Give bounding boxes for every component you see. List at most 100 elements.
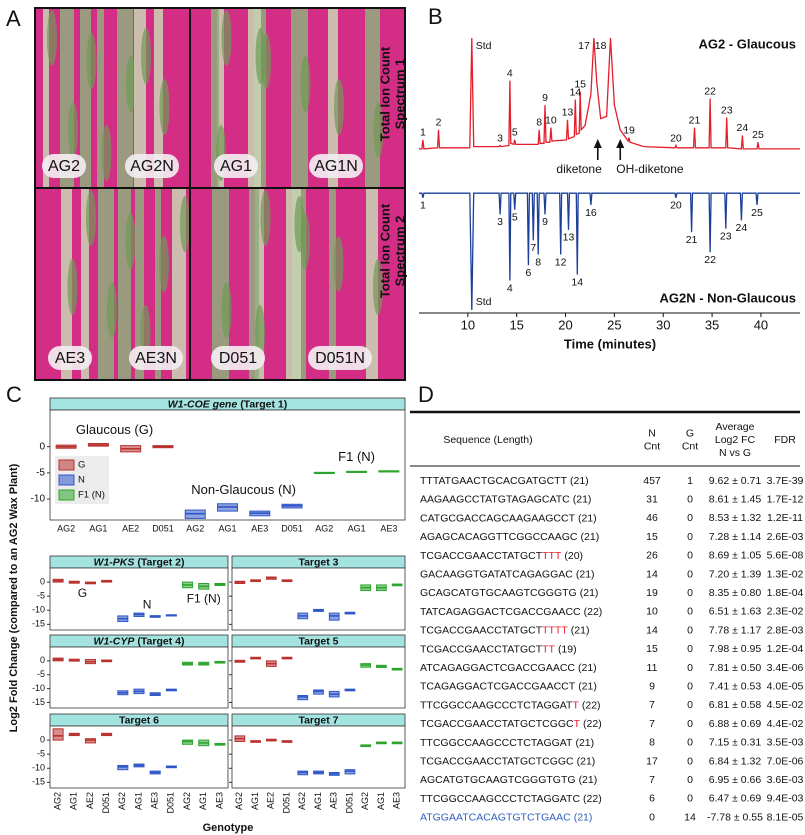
peak-label: 6 (525, 267, 531, 279)
peak-label: 25 (752, 129, 764, 141)
table-cell: 0 (687, 793, 693, 805)
sequence-length: (21) (579, 774, 598, 786)
table-cell: 4.0E-05 (767, 680, 804, 692)
x-tick-label: AE3 (380, 523, 397, 533)
plot-area (231, 567, 406, 631)
column-header: N vs G (719, 447, 751, 459)
table-cell: 9 (649, 680, 655, 692)
table-cell: 15 (646, 531, 658, 543)
column-header: FDR (774, 434, 796, 446)
table-cell: 7.28 ± 1.14 (709, 531, 762, 543)
plant-stem (249, 188, 259, 380)
plant-stem (117, 8, 133, 188)
x-tick-label: AG2 (52, 792, 62, 810)
plant-leaf (86, 33, 97, 89)
sequence-length: (21) (577, 755, 596, 767)
peak-label: 13 (563, 232, 575, 244)
sequence-cell: ATCAGAGGACTCGACCGAACC (21) (420, 662, 597, 674)
table-cell: 31 (646, 493, 658, 505)
table-cell: 7.78 ± 1.17 (709, 624, 762, 636)
plant-stem (255, 188, 264, 380)
peak-label: Std (476, 40, 492, 52)
table-cell: 5.6E-08 (767, 550, 804, 562)
sequence-highlight: TT (542, 643, 555, 655)
table-cell: 11 (647, 662, 658, 674)
sequence-cell: ATGGAATCACAGTGTCTGAAC (21) (420, 811, 592, 823)
sequence-length: (21) (575, 737, 594, 749)
sequence-highlight: TTTT (542, 624, 568, 636)
table-cell: 8 (649, 737, 655, 749)
table-cell: 0 (687, 718, 693, 730)
target-name: (Target 2) (137, 556, 184, 568)
sequence-cell: TCAGAGGACTCGACCGAACCT (21) (420, 680, 597, 692)
sequence-cell: TCGACCGAACCTATGCTTTT (20) (420, 550, 583, 562)
sequence-length: (21) (573, 493, 592, 505)
label-pill (309, 154, 363, 178)
panel-letter: B (428, 4, 443, 29)
photo-label: AE3 (55, 350, 85, 367)
plant-stem (81, 188, 89, 380)
y-tick-label: -10 (32, 763, 45, 773)
table-cell: 0 (687, 568, 693, 580)
plant-leaf (373, 259, 383, 315)
label-pill (125, 154, 179, 178)
table-cell: 14 (646, 568, 658, 580)
peak-label: 1 (420, 200, 426, 212)
plant-stem (135, 188, 144, 380)
sequence-cell: TCGACCGAACCTATGCTTT (19) (420, 643, 577, 655)
sequence-length: (21) (581, 531, 600, 543)
x-tick-label: AG1 (250, 792, 260, 810)
y-tick-label: 0 (39, 441, 45, 452)
column-header: G (686, 427, 694, 439)
plant-leaf (300, 56, 311, 112)
label-pill (129, 346, 183, 370)
y-tick-label: 0 (40, 734, 45, 744)
sequence-length: (22) (583, 718, 602, 730)
table-cell: 15 (646, 643, 658, 655)
sequence-length: (21) (576, 568, 595, 580)
plant-leaf (68, 102, 78, 158)
sequence-highlight: T (572, 699, 579, 711)
sequence-length: (21) (570, 475, 589, 487)
table-cell: 19 (646, 587, 658, 599)
table-cell: 26 (646, 550, 658, 562)
table-cell: 7.0E-06 (767, 755, 804, 767)
gene-name: W1-PKS (94, 556, 135, 568)
target-name: Target 7 (298, 714, 338, 726)
table-cell: 0 (687, 606, 693, 618)
group-annotation: Non-Glaucous (N) (191, 482, 296, 497)
sequence-length: (21) (578, 512, 597, 524)
target-name: Target 5 (298, 635, 338, 647)
sequence-highlight: T (574, 718, 581, 730)
peak-label: 3 (497, 132, 503, 144)
sequence-cell: TTCGGCCAAGCCCTCTAGGAT (21) (420, 737, 594, 749)
photo-label: AG1 (220, 158, 252, 175)
arrow-head (593, 139, 602, 148)
x-tick-label: 35 (705, 317, 719, 332)
y-tick-label: 0 (40, 655, 45, 665)
sequence: GACAAGGTGATATCAGAGGAC (420, 568, 573, 580)
peak-label: 24 (737, 122, 749, 134)
x-tick-label: AG2 (297, 792, 307, 810)
table-cell: 46 (646, 512, 658, 524)
plant-leaf (101, 125, 112, 181)
plot-area (49, 567, 229, 631)
table-cell: 0 (687, 512, 693, 524)
label-pill (308, 346, 372, 370)
table-cell: 7.20 ± 1.39 (709, 568, 762, 580)
spectrum-line (419, 192, 800, 311)
peak-label: 16 (585, 207, 597, 219)
plant-leaf (141, 28, 151, 84)
x-tick-label: AE3 (329, 792, 339, 809)
plant-stem (43, 8, 49, 188)
table-cell: 1.7E-12 (767, 493, 804, 505)
peak-label: 5 (512, 211, 518, 223)
x-tick-label: 20 (558, 317, 572, 332)
table-cell: 2.6E-03 (767, 531, 804, 543)
sequence-cell: TATCAGAGGACTCGACCGAACC (22) (420, 606, 602, 618)
legend-label: F1 (N) (78, 490, 105, 501)
sequence: TTTATGAACTGCACGATGCTT (420, 475, 568, 487)
peak-label: 1 (420, 127, 426, 139)
plant-leaf (373, 102, 384, 158)
